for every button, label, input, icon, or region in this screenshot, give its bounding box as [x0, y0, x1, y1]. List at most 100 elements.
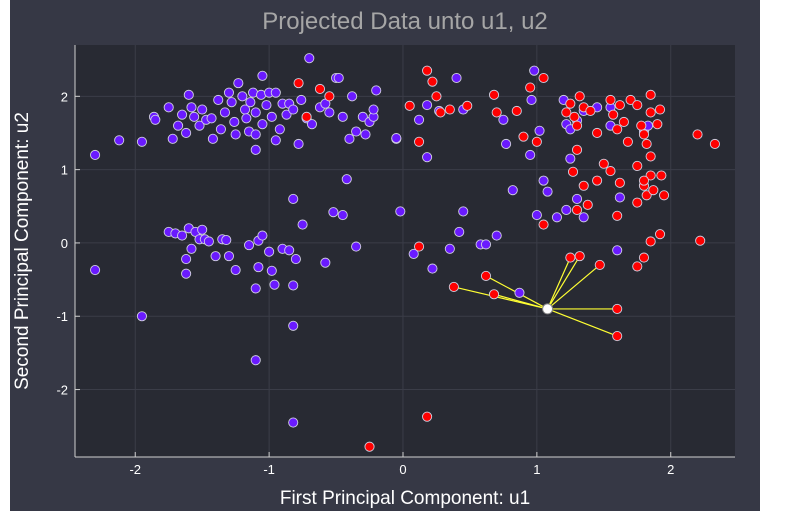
point-purple — [337, 210, 348, 221]
point-red — [645, 107, 656, 118]
point-red — [565, 98, 576, 109]
point-purple — [324, 107, 335, 118]
point-purple — [514, 287, 525, 298]
point-purple — [408, 248, 419, 259]
point-red — [561, 107, 572, 118]
point-red — [654, 229, 666, 240]
neighbor-line — [547, 308, 618, 337]
point-red — [641, 190, 652, 201]
point-purple — [233, 78, 244, 89]
neighbor-lines — [453, 255, 618, 337]
point-purple — [197, 224, 208, 235]
point-purple — [454, 226, 465, 237]
point-purple — [360, 129, 371, 140]
neighbor-line — [547, 264, 601, 310]
point-purple — [480, 239, 492, 250]
point-purple — [422, 100, 433, 111]
point-purple — [186, 102, 197, 113]
point-purple — [257, 230, 268, 241]
point-purple — [150, 114, 161, 125]
point-purple — [551, 212, 562, 223]
point-red — [518, 131, 529, 142]
point-red — [578, 180, 589, 191]
point-purple — [253, 262, 264, 273]
point-purple — [288, 193, 299, 205]
point-red — [511, 105, 522, 117]
point-purple — [571, 193, 583, 205]
point-purple — [266, 265, 277, 276]
point-purple — [507, 185, 518, 196]
point-red — [585, 105, 596, 117]
point-purple — [223, 87, 235, 98]
point-red — [654, 104, 666, 115]
point-purple — [177, 230, 188, 241]
point-purple — [351, 241, 362, 252]
point-purple — [525, 149, 536, 161]
point-red — [638, 129, 650, 140]
point-purple — [371, 85, 382, 96]
point-purple — [297, 219, 308, 230]
y-tick-label: -1 — [56, 309, 68, 324]
point-purple — [578, 212, 589, 223]
point-purple — [221, 234, 232, 246]
y-tick-label: 1 — [61, 163, 68, 178]
point-purple — [357, 111, 368, 122]
point-red — [314, 83, 326, 95]
y-tick-label: -2 — [56, 383, 68, 398]
point-red — [638, 252, 650, 263]
point-purple — [114, 135, 125, 146]
point-red — [645, 151, 656, 162]
point-purple — [250, 129, 261, 140]
point-red — [571, 204, 583, 215]
point-purple — [296, 94, 307, 106]
point-purple — [173, 120, 184, 131]
y-axis-label: Second Principal Component: u2 — [12, 112, 33, 390]
point-purple — [177, 109, 188, 120]
point-red — [638, 175, 650, 186]
point-purple — [270, 87, 281, 98]
point-red — [431, 91, 442, 102]
point-purple — [288, 417, 299, 428]
point-red — [531, 136, 542, 147]
point-purple — [207, 133, 218, 144]
point-red — [567, 166, 579, 177]
point-purple — [344, 133, 355, 144]
point-purple — [90, 265, 101, 276]
point-red — [695, 235, 706, 246]
point-purple — [163, 102, 174, 113]
point-purple — [274, 124, 285, 135]
point-red — [709, 138, 720, 150]
point-purple — [526, 94, 537, 106]
point-purple — [422, 152, 433, 163]
point-red — [645, 89, 656, 100]
point-purple — [167, 133, 178, 144]
point-red — [488, 289, 500, 300]
neighbor-line — [547, 257, 571, 310]
point-purple — [395, 206, 406, 217]
point-red — [636, 120, 647, 131]
point-purple — [136, 136, 147, 147]
point-purple — [290, 254, 301, 265]
point-purple — [264, 246, 275, 257]
point-purple — [542, 186, 553, 197]
point-purple — [245, 97, 256, 108]
point-purple — [288, 280, 299, 291]
point-red — [538, 72, 549, 84]
point-purple — [250, 144, 261, 155]
point-purple — [561, 204, 572, 215]
point-red — [427, 76, 438, 87]
point-red — [404, 100, 415, 111]
point-red — [632, 261, 643, 272]
point-red — [301, 111, 312, 122]
point-red — [592, 175, 603, 186]
point-purple — [614, 192, 625, 203]
tick-labels: -2 -1 0 1 2 -2 -1 0 1 2 — [56, 89, 674, 477]
point-purple — [281, 109, 292, 120]
point-red — [569, 111, 580, 122]
chart-title: Projected Data unto u1, u2 — [262, 8, 548, 35]
point-purple — [306, 119, 318, 130]
point-purple — [498, 114, 509, 125]
figure-background: -2 -1 0 1 2 -2 -1 0 1 2 Projected Data unto u1, u… — [10, 0, 760, 511]
point-purple — [241, 113, 252, 124]
point-red — [656, 170, 667, 181]
